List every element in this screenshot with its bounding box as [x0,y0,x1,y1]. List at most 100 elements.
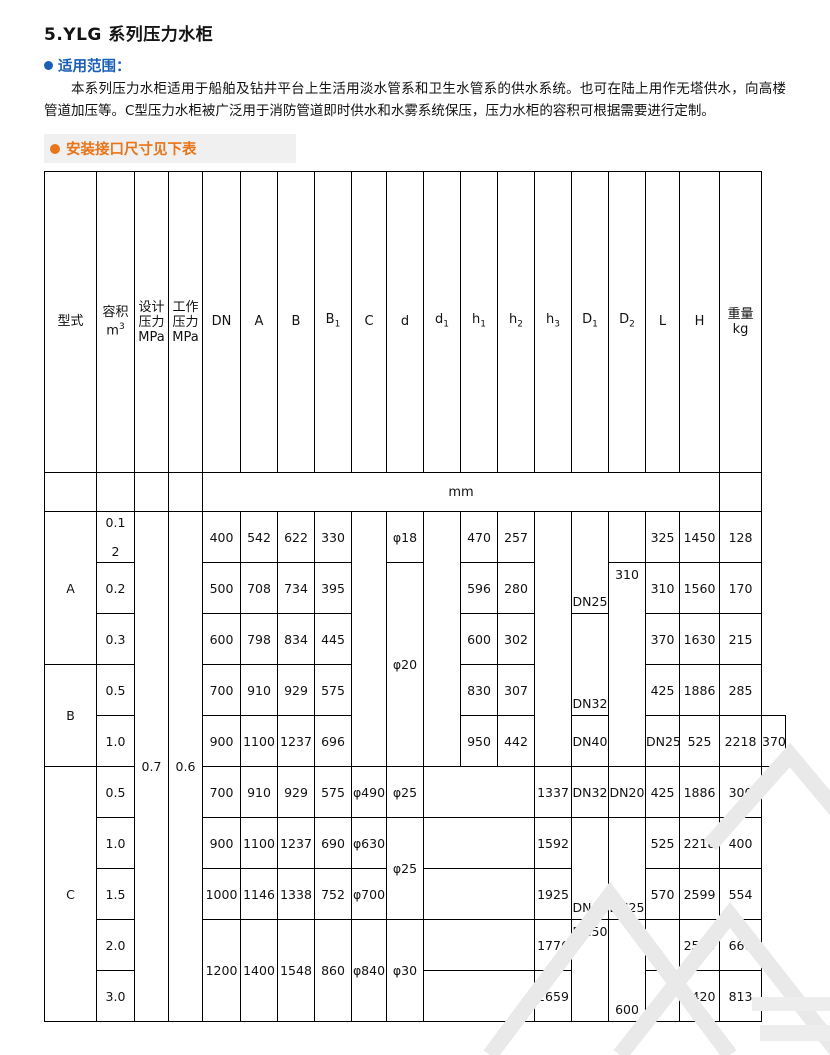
cell-c: φ840 [351,919,387,1022]
cell-D1: DN32 [571,613,609,716]
cell-h3: 2659 [534,970,572,1022]
scope-body-text: 本系列压力水柜适用于船舶及钻井平台上生活用淡水管系和卫生水管系的供水系统。也可在… [44,81,786,119]
cell-d: φ20 [386,562,424,767]
cell-b: 1237 [277,817,315,869]
cell-h-merged [423,919,535,971]
cell-weight: 300 [719,766,762,818]
cell-dn: 900 [202,817,241,869]
cell-d: φ30 [386,919,424,1022]
cell-model: B [44,664,97,767]
cell-L: 310 [645,562,680,614]
cell-L: 570 [645,868,680,920]
cell-work-pressure: 0.6 [168,511,203,1022]
cell-weight: 285 [719,664,762,716]
cell-volume: 1.5 [96,868,135,920]
cell-volume: 0.3 [96,613,135,665]
header-work-pressure: 工作压力 MPa [168,171,203,473]
header-work-pressure-unit: MPa [172,329,199,345]
cell-L: 370 [645,613,680,665]
cell-c [351,511,387,767]
header-D2: D2 [608,171,646,473]
cell-H: 2500 [679,919,720,971]
cell-L: 425 [645,766,680,818]
cell-dn: 900 [202,715,241,767]
cell-dn: 500 [202,562,241,614]
cell-b1: 696 [314,715,352,767]
cell-volume-line1: 0.1 [105,515,126,530]
cell-D2 [608,511,646,563]
cell-volume: 0.5 [96,664,135,716]
cell-b1: 860 [314,919,352,1022]
cell-D1: DN32 [571,766,609,818]
cell-weight: 660 [719,919,762,971]
table-heading: 安装接口尺寸见下表 [44,134,296,163]
cell-weight: 170 [719,562,762,614]
cell-dn: 400 [202,511,241,563]
cell-b: 734 [277,562,315,614]
cell-b1: 395 [314,562,352,614]
orange-bullet-icon [50,143,60,154]
cell-design-pressure: 0.7 [134,511,169,1022]
cell-d: φ25 [386,817,424,920]
unit-row-volume-spacer [96,472,135,512]
cell-b1: 575 [314,766,352,818]
cell-H: 1886 [679,766,720,818]
table-row: 1.0 900 1100 1237 690 φ630 φ25 1592 DN40… [45,817,786,920]
header-model: 型式 [44,171,97,473]
header-weight-label: 重量 [727,307,754,322]
cell-dn: 600 [202,613,241,665]
cell-D2: DN25 [608,817,646,920]
table-row: 0.2 500 708 734 395 φ20 596 280 310 310 … [45,562,786,767]
cell-h1: 830 [460,664,498,716]
header-c: C [351,171,387,473]
cell-H: 1560 [679,562,720,614]
cell-a: 1146 [240,868,278,920]
header-L: L [645,171,680,473]
cell-h2: 257 [497,511,535,563]
cell-h3 [534,511,572,767]
cell-a: 1100 [240,715,278,767]
cell-d: φ25 [386,766,424,818]
unit-row-weight-spacer [719,472,762,512]
cell-D2: 600 [608,919,646,1022]
cell-h-merged [423,817,535,869]
cell-volume-line2: 2 [111,544,120,559]
cell-b: 929 [277,766,315,818]
cell-volume: 3.0 [96,970,135,1022]
header-D1: D1 [571,171,609,473]
unit-row-design-spacer [134,472,169,512]
cell-d1 [423,511,461,767]
header-weight: 重量 kg [719,171,762,473]
table-unit-row: mm [44,472,786,512]
table-row: A 0.1 2 0.7 0.6 400 542 622 330 φ18 470 … [44,511,786,1022]
table-heading-label: 安装接口尺寸见下表 [66,142,197,158]
scope-heading-label: 适用范围： [58,59,131,75]
cell-L [645,919,680,971]
header-work-pressure-label: 工作压力 [172,299,199,330]
table-header-row: 型式 容积 m3 设计压力 MPa 工作压力 MPa DN A B B1 C d… [44,171,786,473]
cell-h-merged [423,970,535,1022]
cell-b1: 752 [314,868,352,920]
table-row: C 0.5 700 910 929 575 φ490 φ25 1337 DN32… [44,766,786,1022]
cell-h-merged [423,766,535,818]
cell-h2: 280 [497,562,535,614]
cell-b: 1338 [277,868,315,920]
header-d: d [386,171,424,473]
cell-a: 1400 [240,919,278,1022]
cell-h2: 442 [497,715,535,767]
cell-H: 2218 [719,715,762,767]
header-volume-label: 容积 [102,305,129,321]
cell-d: φ18 [386,511,424,563]
cell-h1: 600 [460,613,498,665]
cell-volume: 1.0 [96,817,135,869]
cell-h2: 302 [497,613,535,665]
cell-D2: DN25 [645,715,681,767]
header-a: A [240,171,278,473]
cell-dn: 700 [202,664,241,716]
cell-L: 525 [645,817,680,869]
cell-b: 834 [277,613,315,665]
header-weight-unit: kg [732,322,749,337]
cell-c: φ490 [351,766,387,818]
header-h1: h1 [460,171,498,473]
cell-c: φ700 [351,868,387,920]
